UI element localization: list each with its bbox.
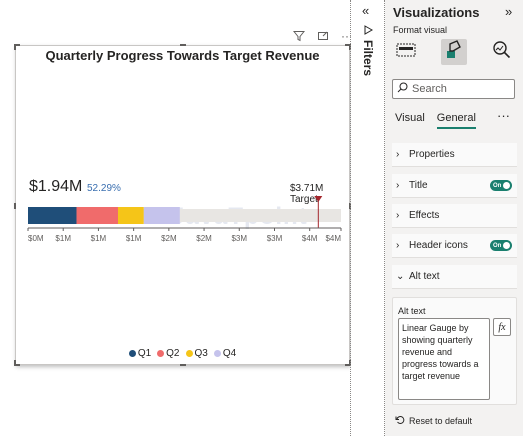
gauge-segment-q2[interactable]	[76, 207, 118, 224]
section-label: Title	[409, 180, 428, 191]
x-tick-label: $1M	[55, 234, 71, 243]
chevron-right-icon: ›	[396, 180, 400, 191]
x-tick-label: $3M	[231, 234, 247, 243]
analytics-magnifier-icon	[492, 40, 512, 65]
gauge-target-label: $3.71M Target	[290, 183, 324, 205]
section-label: Properties	[409, 149, 455, 160]
legend-label: Q2	[166, 348, 180, 359]
build-visual-tile[interactable]	[393, 39, 419, 65]
format-paint-brush-icon	[444, 39, 464, 65]
reset-label: Reset to default	[409, 416, 473, 426]
gauge-segment-q1[interactable]	[28, 207, 77, 224]
x-tick-label: $4M	[325, 234, 341, 243]
x-tick-label: $4M	[302, 234, 318, 243]
target-marker	[314, 196, 323, 202]
expand-pane-icon[interactable]: »	[505, 4, 513, 19]
chevron-right-icon: ›	[396, 240, 400, 251]
filter-icon[interactable]	[292, 29, 306, 43]
resize-handle[interactable]	[345, 364, 351, 366]
collapse-filters-icon[interactable]: «	[362, 3, 370, 18]
visual-header-toolbar: ···	[292, 29, 354, 43]
filters-pane: « Filters	[351, 0, 384, 436]
format-visual-label: Format visual	[393, 25, 448, 35]
resize-handle[interactable]	[14, 44, 16, 50]
resize-handle[interactable]	[180, 364, 186, 366]
build-visual-icon	[396, 41, 416, 64]
reset-to-default-button[interactable]: Reset to default	[395, 415, 472, 427]
x-tick-label: $1M	[126, 234, 142, 243]
legend-label: Q4	[222, 348, 237, 359]
legend-dot-icon	[185, 350, 193, 357]
tab-general[interactable]: General	[436, 112, 476, 129]
section-label: Alt text	[409, 271, 440, 282]
focus-mode-icon[interactable]	[316, 29, 330, 43]
title-toggle[interactable]: On	[490, 180, 512, 191]
reset-icon	[395, 415, 405, 427]
legend-dot-icon	[128, 350, 136, 357]
resize-handle[interactable]	[180, 44, 186, 46]
chevron-right-icon: ›	[396, 149, 400, 160]
x-tick-label: $2M	[161, 234, 177, 243]
search-box[interactable]	[392, 79, 515, 99]
resize-handle[interactable]	[14, 44, 20, 46]
alt-text-input[interactable]: Linear Gauge by showing quarterly revenu…	[398, 318, 490, 400]
analytics-tile[interactable]	[489, 39, 515, 65]
section-label: Header icons	[409, 240, 468, 251]
chevron-down-icon: ⌄	[396, 271, 405, 282]
section-properties[interactable]: › Properties	[392, 143, 517, 167]
resize-handle[interactable]	[345, 44, 351, 46]
format-visual-tile[interactable]	[441, 39, 467, 65]
section-label: Effects	[409, 210, 440, 221]
conditional-format-fx-button[interactable]: fx	[493, 318, 511, 336]
gauge-segment-q4[interactable]	[143, 207, 180, 224]
pane-divider	[384, 0, 385, 436]
legend-item-q2[interactable]: Q2	[157, 348, 180, 359]
x-tick-label: $2M	[196, 234, 212, 243]
viz-pane-tiles	[393, 39, 515, 65]
gauge-value-label: $1.94M	[29, 178, 83, 195]
alt-text-label: Alt text	[398, 306, 426, 316]
section-alt-text[interactable]: ⌄ Alt text	[392, 265, 517, 289]
search-input[interactable]	[412, 83, 507, 95]
header-icons-toggle[interactable]: On	[490, 240, 512, 251]
chart-legend: Q1 Q2 Q3 Q4	[16, 348, 349, 359]
chart-title: Quarterly Progress Towards Target Revenu…	[45, 48, 320, 63]
tab-visual[interactable]: Visual	[395, 112, 425, 124]
legend-dot-icon	[157, 350, 165, 357]
format-tabs: Visual General	[395, 112, 476, 129]
section-header-icons[interactable]: › Header icons On	[392, 234, 517, 258]
x-tick-label: $1M	[91, 234, 107, 243]
legend-item-q1[interactable]: Q1	[128, 348, 152, 359]
filter-pane-toggle-icon[interactable]	[364, 25, 374, 38]
legend-label: Q1	[137, 348, 152, 359]
resize-handle[interactable]	[14, 203, 16, 209]
linear-gauge-visual[interactable]: Quarterly Progress Towards Target Revenu…	[14, 44, 351, 366]
gauge-segment-q3[interactable]	[117, 207, 144, 224]
visualizations-pane: Visualizations » Format visual Visual Ge…	[385, 0, 523, 436]
section-effects[interactable]: › Effects	[392, 204, 517, 228]
legend-item-q4[interactable]: Q4	[213, 348, 237, 359]
gauge-percent-label: 52.29%	[87, 183, 121, 194]
pane-divider	[350, 0, 351, 436]
linear-gauge-chart: $0M $1M $1M $1M $2M $2M $3M $3M $4M $4M	[27, 196, 342, 243]
search-icon	[397, 80, 408, 98]
resize-handle[interactable]	[14, 360, 16, 366]
chevron-right-icon: ›	[396, 210, 400, 221]
resize-handle[interactable]	[14, 364, 20, 366]
section-title[interactable]: › Title On	[392, 174, 517, 198]
x-tick-label: $0M	[28, 234, 44, 243]
alt-text-panel: Alt text Linear Gauge by showing quarter…	[392, 297, 517, 405]
legend-label: Q3	[194, 348, 208, 359]
x-tick-label: $3M	[267, 234, 283, 243]
more-options-icon[interactable]: ···	[497, 108, 510, 123]
filters-pane-label[interactable]: Filters	[361, 40, 375, 77]
legend-item-q3[interactable]: Q3	[185, 348, 208, 359]
legend-dot-icon	[213, 350, 221, 357]
visualizations-title: Visualizations	[393, 5, 480, 20]
